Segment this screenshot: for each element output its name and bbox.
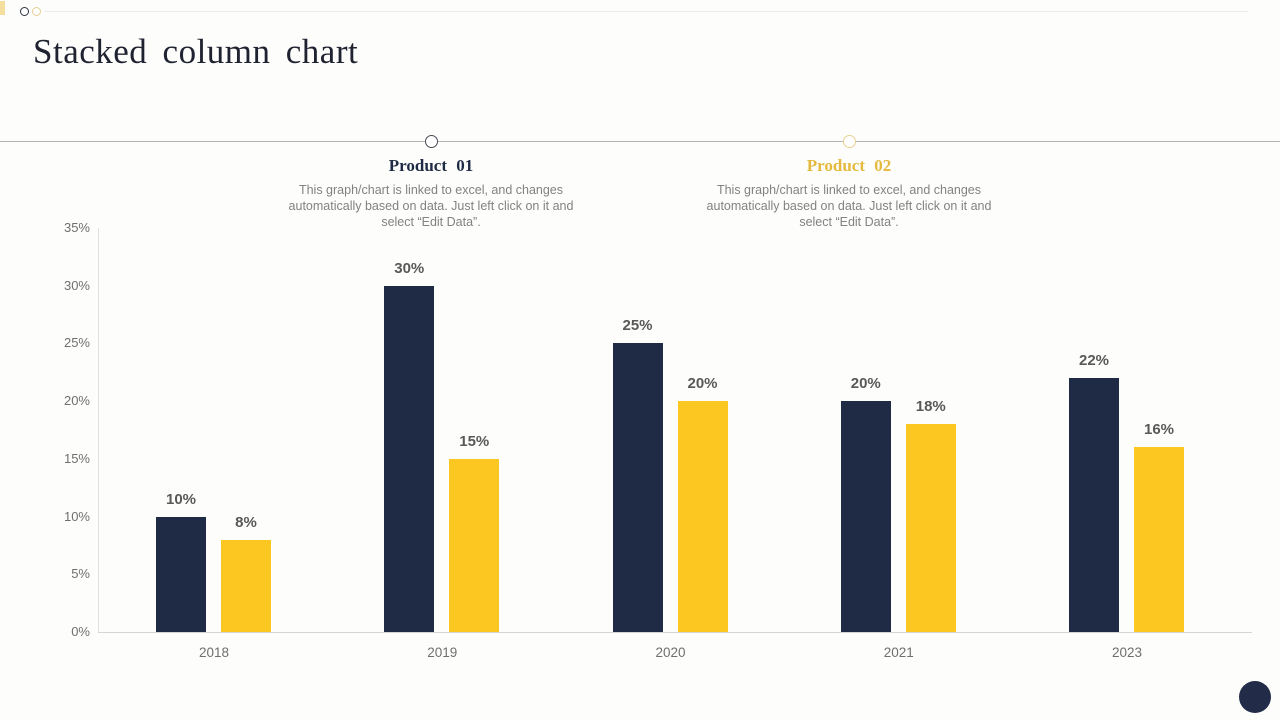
- bar-product-01: [384, 286, 435, 632]
- bar-product-01: [840, 401, 891, 632]
- callout-product-02: Product 02 This graph/chart is linked to…: [689, 156, 1009, 230]
- y-tick-label: 20%: [63, 393, 90, 409]
- bar-product-02: [905, 424, 956, 632]
- bar-value-label: 20%: [687, 375, 718, 392]
- bar-value-label: 8%: [235, 514, 257, 531]
- top-left-accent-bar: [0, 1, 5, 15]
- bar-value-label: 16%: [1143, 421, 1175, 438]
- filled-circle-navy-icon: [1239, 681, 1271, 713]
- y-tick-label: 0%: [71, 624, 90, 639]
- section-divider-line: [0, 141, 1280, 142]
- callout-description: This graph/chart is linked to excel, and…: [706, 183, 992, 229]
- bar-value-label: 25%: [622, 317, 653, 334]
- bar-value-label: 20%: [850, 375, 881, 392]
- bar-value-label: 10%: [165, 491, 197, 508]
- x-category-label: 2020: [655, 645, 686, 660]
- bar-product-02: [677, 401, 728, 632]
- x-category-label: 2023: [1111, 645, 1143, 660]
- callout-title: Product 02: [806, 156, 892, 175]
- y-tick-label: 15%: [63, 450, 90, 466]
- y-tick-label: 10%: [63, 508, 90, 524]
- y-tick-label: 25%: [63, 335, 90, 351]
- top-divider-line: [44, 11, 1248, 12]
- y-tick-label: 30%: [63, 277, 90, 293]
- page-title: Stacked column chart: [33, 32, 359, 71]
- bar-product-01: [1069, 378, 1119, 632]
- x-axis-line: [98, 632, 1252, 633]
- circle-outline-navy-icon: [20, 7, 29, 16]
- x-category-label: 2021: [883, 645, 914, 660]
- y-tick-label: 35%: [63, 220, 90, 235]
- bar-value-label: 22%: [1078, 352, 1110, 369]
- bar-product-02: [221, 540, 271, 632]
- callout-2-circle-marker-icon: [843, 135, 856, 148]
- callout-1-circle-marker-icon: [425, 135, 438, 148]
- callout-description: This graph/chart is linked to excel, and…: [288, 183, 574, 229]
- x-category-label: 2018: [198, 645, 230, 660]
- bar-product-02: [449, 459, 500, 632]
- callout-title: Product 01: [388, 156, 474, 175]
- x-category-label: 2019: [427, 645, 458, 660]
- y-tick-label: 5%: [71, 566, 90, 582]
- bar-product-01: [612, 343, 663, 632]
- y-axis-line: [98, 228, 99, 632]
- bar-value-label: 30%: [394, 260, 425, 277]
- bar-value-label: 18%: [915, 398, 946, 415]
- bar-product-01: [156, 517, 206, 632]
- callout-product-01: Product 01 This graph/chart is linked to…: [271, 156, 591, 230]
- circle-outline-yellow-icon: [32, 7, 41, 16]
- bar-value-label: 15%: [459, 433, 490, 450]
- bar-product-02: [1134, 447, 1184, 632]
